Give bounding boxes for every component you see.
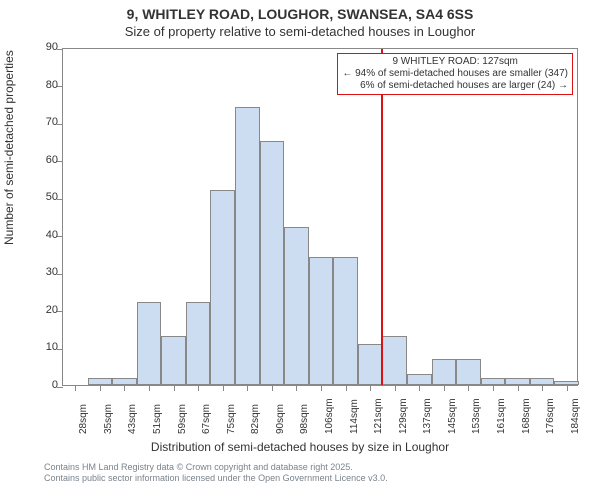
x-tick-label: 129sqm xyxy=(398,398,409,434)
x-tick-label: 67sqm xyxy=(201,404,212,434)
x-tick-label: 43sqm xyxy=(127,404,138,434)
reference-line xyxy=(381,49,383,385)
x-tick-label: 51sqm xyxy=(152,404,163,434)
histogram-bar xyxy=(505,378,530,386)
x-tick xyxy=(321,385,322,391)
x-tick xyxy=(518,385,519,391)
x-tick xyxy=(198,385,199,391)
credit-line-1: Contains HM Land Registry data © Crown c… xyxy=(44,462,388,473)
x-tick xyxy=(247,385,248,391)
annotation-box: 9 WHITLEY ROAD: 127sqm← 94% of semi-deta… xyxy=(337,53,573,95)
x-tick xyxy=(419,385,420,391)
histogram-bar xyxy=(481,378,506,386)
x-tick xyxy=(296,385,297,391)
x-tick-label: 59sqm xyxy=(177,404,188,434)
x-tick xyxy=(149,385,150,391)
histogram-bar xyxy=(530,378,555,386)
x-tick-label: 114sqm xyxy=(349,399,360,434)
x-tick xyxy=(124,385,125,391)
x-tick-label: 121sqm xyxy=(373,398,384,434)
chart-subtitle: Size of property relative to semi-detach… xyxy=(0,24,600,39)
histogram-bar xyxy=(88,378,113,386)
x-tick xyxy=(174,385,175,391)
annotation-line-2: ← 94% of semi-detached houses are smalle… xyxy=(342,68,568,80)
x-tick xyxy=(370,385,371,391)
histogram-bar xyxy=(235,107,260,385)
x-tick xyxy=(346,385,347,391)
x-axis-label: Distribution of semi-detached houses by … xyxy=(0,440,600,454)
x-tick-label: 153sqm xyxy=(471,398,482,434)
x-tick-label: 161sqm xyxy=(496,398,507,434)
y-tick-label: 10 xyxy=(28,341,58,353)
y-tick-label: 60 xyxy=(28,154,58,166)
x-tick xyxy=(444,385,445,391)
histogram-bar xyxy=(333,257,358,385)
x-tick-label: 82sqm xyxy=(250,404,261,434)
histogram-bar xyxy=(407,374,432,385)
y-axis-label: Number of semi-detached properties xyxy=(2,50,16,245)
y-tick-label: 90 xyxy=(28,41,58,53)
histogram-bar xyxy=(137,302,162,385)
histogram-bar xyxy=(358,344,383,385)
x-tick-label: 90sqm xyxy=(275,404,286,434)
y-tick-label: 0 xyxy=(28,379,58,391)
histogram-bar xyxy=(432,359,457,385)
x-tick xyxy=(493,385,494,391)
x-tick-label: 184sqm xyxy=(570,398,581,434)
histogram-bar xyxy=(284,227,309,385)
x-tick-label: 75sqm xyxy=(226,404,237,434)
histogram-bar xyxy=(309,257,334,385)
y-tick-label: 70 xyxy=(28,116,58,128)
histogram-bar xyxy=(260,141,285,385)
x-tick-label: 35sqm xyxy=(103,404,114,434)
histogram-bar xyxy=(382,336,407,385)
x-tick-label: 28sqm xyxy=(78,404,89,434)
histogram-bar xyxy=(210,190,235,385)
x-tick xyxy=(100,385,101,391)
histogram-bar xyxy=(112,378,137,386)
y-tick-label: 50 xyxy=(28,191,58,203)
y-tick-label: 30 xyxy=(28,266,58,278)
chart-title: 9, WHITLEY ROAD, LOUGHOR, SWANSEA, SA4 6… xyxy=(0,6,600,22)
histogram-bar xyxy=(456,359,481,385)
credit-line-2: Contains public sector information licen… xyxy=(44,473,388,484)
x-tick xyxy=(223,385,224,391)
x-tick-label: 176sqm xyxy=(545,398,556,434)
x-tick-label: 98sqm xyxy=(299,404,310,434)
y-tick-label: 80 xyxy=(28,79,58,91)
y-tick-label: 40 xyxy=(28,229,58,241)
x-tick xyxy=(395,385,396,391)
x-tick xyxy=(542,385,543,391)
x-tick xyxy=(75,385,76,391)
x-tick xyxy=(468,385,469,391)
histogram-bar xyxy=(161,336,186,385)
x-tick-label: 137sqm xyxy=(422,398,433,434)
plot-area: 9 WHITLEY ROAD: 127sqm← 94% of semi-deta… xyxy=(62,48,578,386)
annotation-line-3: 6% of semi-detached houses are larger (2… xyxy=(342,80,568,92)
x-tick-label: 168sqm xyxy=(521,398,532,434)
histogram-bar xyxy=(186,302,211,385)
x-tick xyxy=(567,385,568,391)
x-tick-label: 145sqm xyxy=(447,398,458,434)
x-tick xyxy=(272,385,273,391)
credits: Contains HM Land Registry data © Crown c… xyxy=(44,462,388,484)
annotation-line-1: 9 WHITLEY ROAD: 127sqm xyxy=(342,56,568,68)
y-tick-label: 20 xyxy=(28,304,58,316)
x-tick-label: 106sqm xyxy=(324,398,335,434)
